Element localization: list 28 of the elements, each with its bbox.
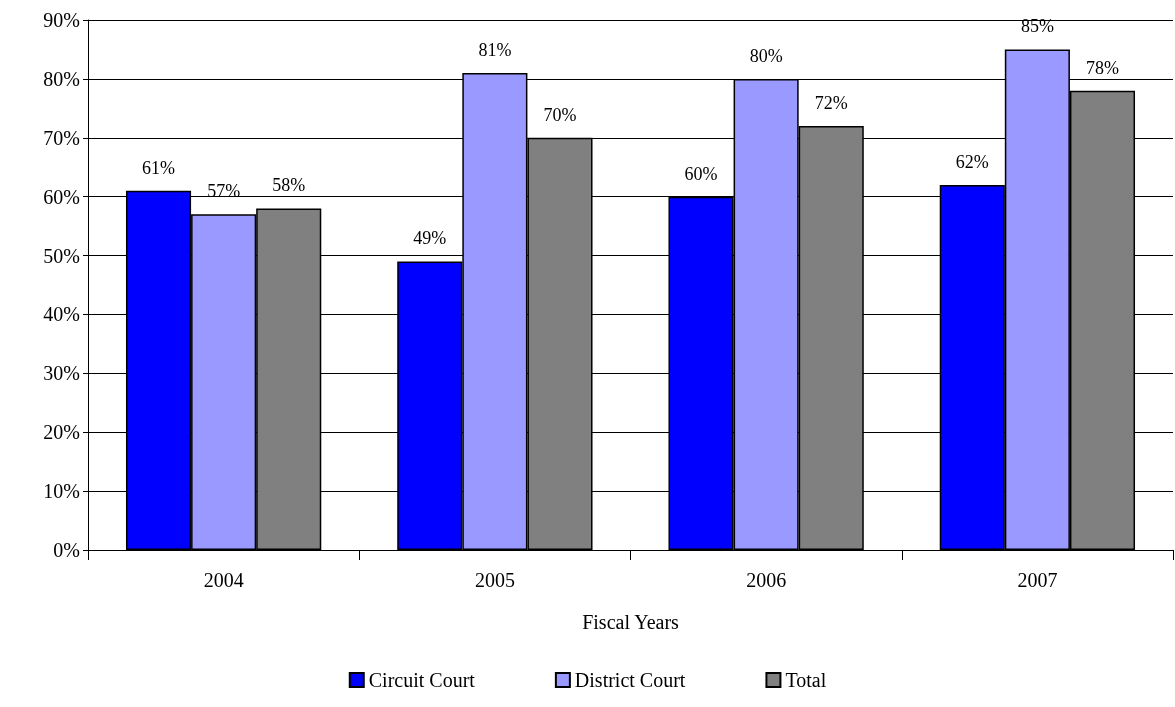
y-tick-label: 90%: [43, 9, 80, 31]
x-tick-label: 2005: [474, 569, 515, 591]
data-label: 49%: [413, 228, 447, 249]
y-tick-label: 50%: [43, 244, 80, 267]
x-tick-label: 2007: [1017, 569, 1058, 591]
y-tick-label: 60%: [43, 185, 80, 208]
data-label: 80%: [749, 45, 783, 66]
data-label: 62%: [955, 151, 989, 172]
y-tick-label: 40%: [43, 303, 80, 326]
y-tick-label: 30%: [43, 362, 80, 385]
data-label: 81%: [478, 40, 512, 60]
legend-label: Circuit Court: [368, 669, 476, 691]
x-tick-label: 2004: [203, 569, 244, 591]
x-tick-label: 2006: [746, 569, 787, 591]
data-label: 60%: [684, 163, 718, 184]
x-axis-title: Fiscal Years: [582, 611, 680, 633]
y-tick-label: 0%: [53, 539, 80, 561]
data-label: 78%: [1085, 57, 1119, 78]
y-tick-label: 80%: [43, 67, 80, 90]
legend-label: Total: [785, 669, 827, 691]
y-tick-label: 70%: [43, 126, 80, 149]
data-label: 61%: [142, 157, 176, 178]
data-label: 58%: [272, 175, 306, 196]
y-tick-label: 20%: [43, 421, 80, 444]
data-label: 70%: [543, 104, 577, 125]
y-tick-label: 10%: [43, 480, 80, 503]
data-label: 72%: [814, 93, 848, 113]
legend-label: District Court: [574, 669, 686, 691]
